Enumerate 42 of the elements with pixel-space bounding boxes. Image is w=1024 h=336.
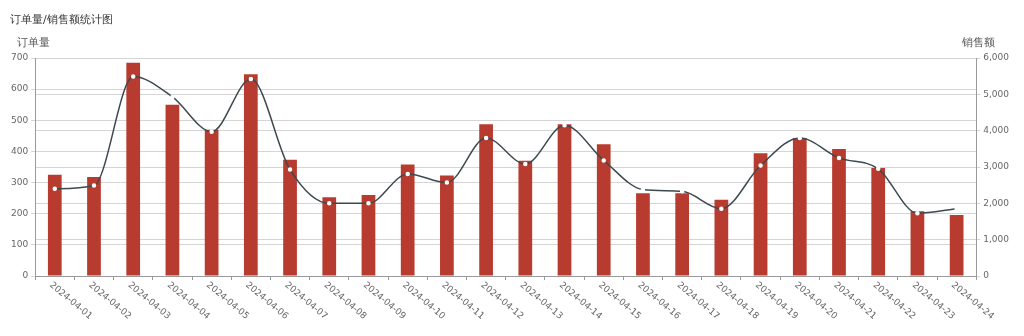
y-tick-label: 300 [10,176,29,187]
bar [596,144,611,276]
bar [361,195,376,276]
y-tick-label: 0 [22,270,29,281]
bar [440,175,454,276]
bar [47,174,62,276]
y2-axis-title: 销售额 [960,36,995,49]
chart-title: 订单量/销售额统计图 [10,12,113,27]
y2-tick-label: 4,000 [983,125,1010,136]
bar [636,193,650,276]
y-tick-label: 400 [10,145,29,156]
bar [204,129,219,276]
bar [949,214,964,276]
bar [165,104,180,276]
bar [832,148,846,276]
y-tick-label: 200 [10,208,29,219]
bar [479,124,493,276]
y-tick-label: 600 [10,83,29,94]
bar [400,164,415,276]
bar [557,124,572,276]
y2-tick-label: 3,000 [983,161,1010,172]
bar [126,62,141,276]
y2-tick-label: 6,000 [983,52,1010,63]
y-axis-title: 订单量 [16,36,50,49]
y-tick-label: 500 [10,114,29,125]
y-tick-label: 700 [10,52,29,63]
bar [87,176,101,276]
bar [518,160,533,276]
y-tick-label: 100 [10,239,29,250]
bar [714,199,729,276]
y2-tick-label: 2,000 [983,197,1010,208]
bar [910,211,925,276]
bar [675,193,690,276]
bar [243,74,258,276]
y2-tick-label: 0 [983,270,990,281]
bar [322,197,337,276]
y2-tick-label: 1,000 [983,234,1010,245]
bar [871,167,886,276]
bar [753,153,768,276]
y2-tick-label: 5,000 [983,88,1010,99]
bar [283,159,297,276]
bar [792,138,807,276]
